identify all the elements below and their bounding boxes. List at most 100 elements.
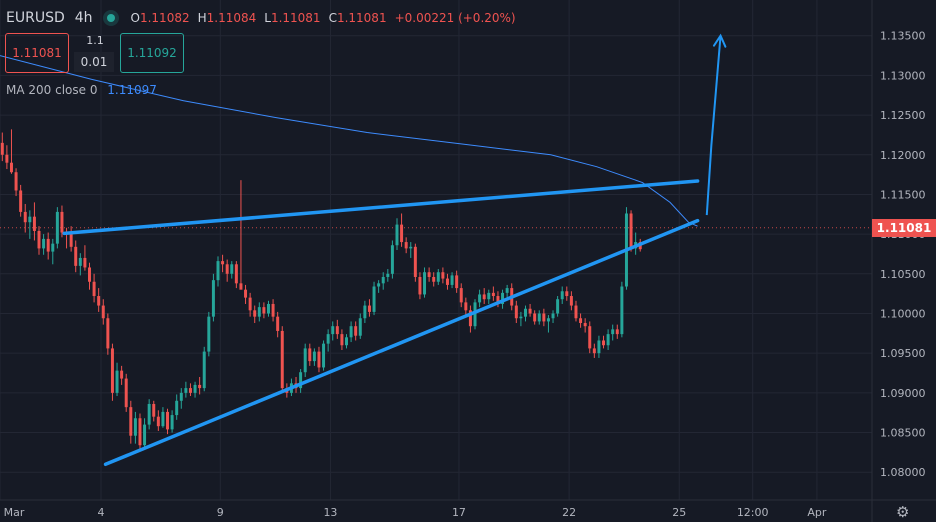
candle-body bbox=[198, 384, 202, 389]
quantity-input[interactable]: 0.01 bbox=[74, 52, 114, 72]
candle-body bbox=[519, 316, 523, 319]
candle-body bbox=[354, 326, 358, 336]
candle-body bbox=[37, 230, 41, 249]
high-value: 1.11084 bbox=[206, 11, 257, 25]
candle-body bbox=[579, 318, 583, 324]
x-tick-label: 4 bbox=[97, 506, 104, 519]
y-tick-label: 1.10500 bbox=[880, 268, 926, 281]
candle-body bbox=[179, 392, 183, 401]
trendline[interactable] bbox=[103, 218, 700, 467]
candle-body bbox=[551, 313, 555, 319]
candle-body bbox=[326, 334, 330, 344]
candle-body bbox=[542, 313, 546, 322]
candle-body bbox=[225, 264, 229, 274]
candle-body bbox=[106, 318, 110, 349]
arrow-head-icon[interactable] bbox=[712, 33, 727, 48]
candle-body bbox=[583, 323, 587, 327]
candle-body bbox=[239, 283, 243, 290]
candle-body bbox=[427, 272, 431, 277]
candle-body bbox=[565, 291, 569, 297]
candle-body bbox=[244, 289, 248, 298]
low-value: 1.11081 bbox=[270, 11, 321, 25]
candle-body bbox=[620, 286, 624, 335]
candle-body bbox=[23, 211, 27, 223]
settings-gear-icon[interactable]: ⚙ bbox=[896, 503, 910, 521]
timeframe-label[interactable]: 4h bbox=[74, 10, 93, 26]
arrow-path[interactable] bbox=[705, 35, 722, 216]
candle-body bbox=[436, 272, 440, 282]
candle-body bbox=[629, 213, 633, 249]
symbol-legend: EURUSD 4h O 1.11082 H 1.11084 L 1.11081 … bbox=[6, 8, 516, 28]
open-value: 1.11082 bbox=[139, 11, 190, 25]
candle-layer bbox=[0, 129, 642, 452]
candle-body bbox=[248, 297, 252, 311]
sell-button[interactable]: 1.11081 bbox=[5, 33, 69, 73]
candle-body bbox=[5, 154, 9, 163]
candle-body bbox=[78, 257, 82, 266]
candle-body bbox=[390, 245, 394, 274]
x-tick-label: Mar bbox=[4, 506, 25, 519]
candle-body bbox=[166, 411, 170, 430]
candle-body bbox=[271, 303, 275, 317]
x-tick-label: 17 bbox=[452, 506, 466, 519]
candle-body bbox=[308, 348, 312, 362]
candle-body bbox=[188, 388, 192, 393]
candle-body bbox=[349, 326, 353, 338]
candle-body bbox=[147, 403, 151, 425]
candle-body bbox=[441, 272, 445, 279]
candle-body bbox=[602, 340, 606, 346]
candle-body bbox=[170, 415, 174, 430]
candle-body bbox=[473, 302, 477, 327]
buy-button[interactable]: 1.11092 bbox=[120, 33, 184, 73]
x-tick-label: 25 bbox=[672, 506, 686, 519]
candle-body bbox=[528, 308, 532, 314]
candle-body bbox=[129, 407, 133, 436]
candle-body bbox=[611, 329, 615, 335]
candle-body bbox=[221, 261, 225, 265]
candle-body bbox=[193, 384, 197, 393]
candle-body bbox=[423, 272, 427, 295]
candle-body bbox=[372, 286, 376, 312]
candle-body bbox=[161, 411, 165, 427]
candle-body bbox=[28, 216, 32, 223]
candle-body bbox=[230, 264, 234, 274]
change-value: +0.00221 (+0.20%) bbox=[394, 11, 516, 25]
candle-body bbox=[404, 242, 408, 249]
candle-body bbox=[110, 348, 114, 393]
candle-body bbox=[55, 211, 59, 244]
ma-indicator-label: MA 200 close 0 bbox=[6, 83, 98, 97]
open-label: O bbox=[130, 11, 140, 25]
y-tick-label: 1.12000 bbox=[880, 149, 926, 162]
candle-body bbox=[312, 351, 316, 362]
candle-body bbox=[487, 292, 491, 300]
candle-body bbox=[257, 307, 261, 317]
candle-body bbox=[133, 418, 137, 436]
candle-body bbox=[363, 305, 367, 319]
candle-body bbox=[505, 288, 509, 293]
candle-body bbox=[138, 418, 142, 446]
candle-body bbox=[124, 378, 128, 408]
candle-body bbox=[115, 370, 119, 393]
candle-body bbox=[340, 334, 344, 346]
candle-body bbox=[450, 275, 454, 285]
y-tick-label: 1.09500 bbox=[880, 347, 926, 360]
candle-body bbox=[418, 276, 422, 295]
quantity-step: 1.1 bbox=[86, 34, 104, 47]
candle-body bbox=[413, 246, 417, 277]
candle-body bbox=[322, 343, 326, 368]
symbol-name[interactable]: EURUSD bbox=[6, 10, 65, 26]
candle-body bbox=[482, 294, 486, 300]
ma-indicator-legend[interactable]: MA 200 close 0 1.11097 bbox=[6, 83, 157, 97]
candle-body bbox=[331, 326, 335, 335]
close-label: C bbox=[328, 11, 337, 25]
candle-body bbox=[9, 162, 13, 173]
candle-body bbox=[574, 305, 578, 319]
candle-body bbox=[19, 190, 23, 212]
y-tick-label: 1.13500 bbox=[880, 30, 926, 43]
trendline[interactable] bbox=[62, 179, 700, 236]
last-price-tag: 1.11081 bbox=[872, 218, 936, 237]
candle-body bbox=[120, 370, 124, 379]
candle-body bbox=[588, 326, 592, 349]
candle-body bbox=[88, 267, 91, 282]
